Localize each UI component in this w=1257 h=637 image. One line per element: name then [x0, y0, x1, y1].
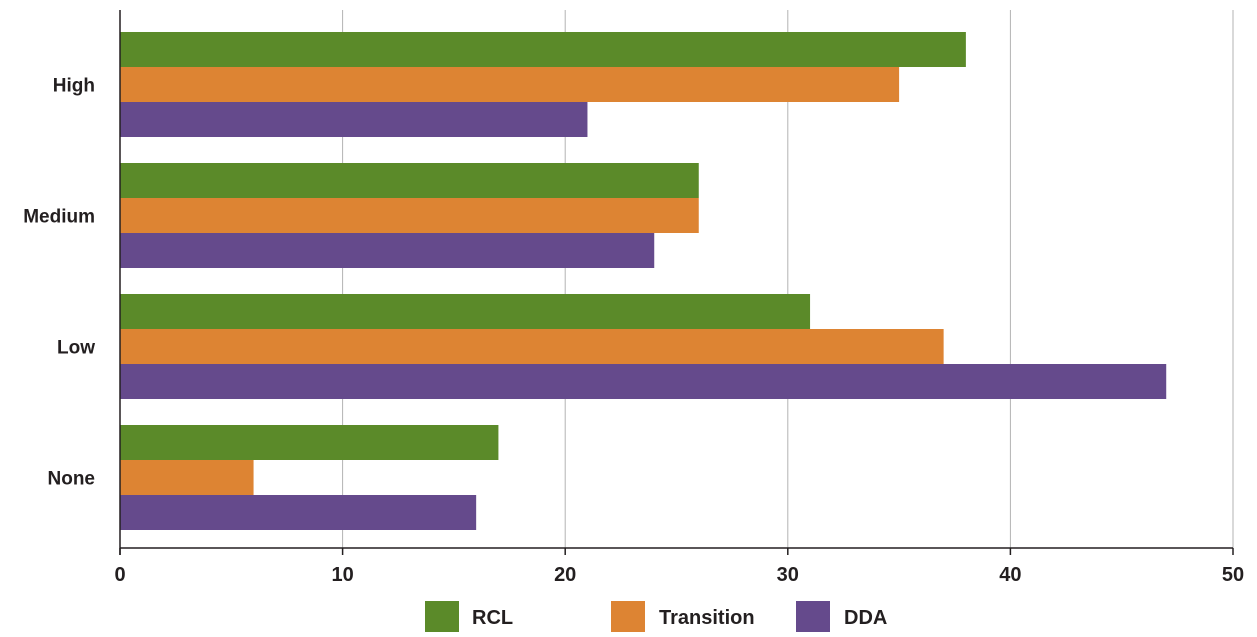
legend-swatch-transition — [611, 601, 645, 632]
legend-swatch-rcl — [425, 601, 459, 632]
y-category-label: Low — [57, 338, 95, 359]
x-tick-label: 30 — [777, 564, 799, 586]
bars — [120, 32, 1167, 530]
bar-transition-medium — [120, 198, 699, 233]
bar-dda-none — [120, 495, 477, 530]
legend-label-rcl: RCL — [472, 607, 513, 629]
bar-transition-low — [120, 329, 944, 364]
x-tick-label: 0 — [114, 564, 125, 586]
bar-rcl-none — [120, 425, 499, 460]
bar-rcl-low — [120, 294, 811, 329]
legend-swatch-dda — [796, 601, 830, 632]
bar-transition-none — [120, 460, 254, 495]
legend-label-transition: Transition — [659, 607, 755, 629]
bar-dda-low — [120, 364, 1167, 399]
x-tick-label: 40 — [999, 564, 1021, 586]
x-tick-label: 50 — [1222, 564, 1244, 586]
y-category-label: None — [48, 469, 96, 490]
axis-labels: 0 10 20 30 40 50 High Medium Low None — [23, 76, 1244, 587]
bar-dda-medium — [120, 233, 655, 268]
bar-dda-high — [120, 102, 588, 137]
legend: RCL Transition DDA — [425, 601, 887, 632]
y-category-label: Medium — [23, 207, 95, 228]
y-category-label: High — [53, 76, 95, 97]
bar-rcl-high — [120, 32, 966, 67]
x-tick-label: 10 — [331, 564, 353, 586]
x-tick-label: 20 — [554, 564, 576, 586]
bar-transition-high — [120, 67, 900, 102]
axes — [119, 10, 1234, 555]
legend-label-dda: DDA — [844, 607, 887, 629]
bar-rcl-medium — [120, 163, 699, 198]
